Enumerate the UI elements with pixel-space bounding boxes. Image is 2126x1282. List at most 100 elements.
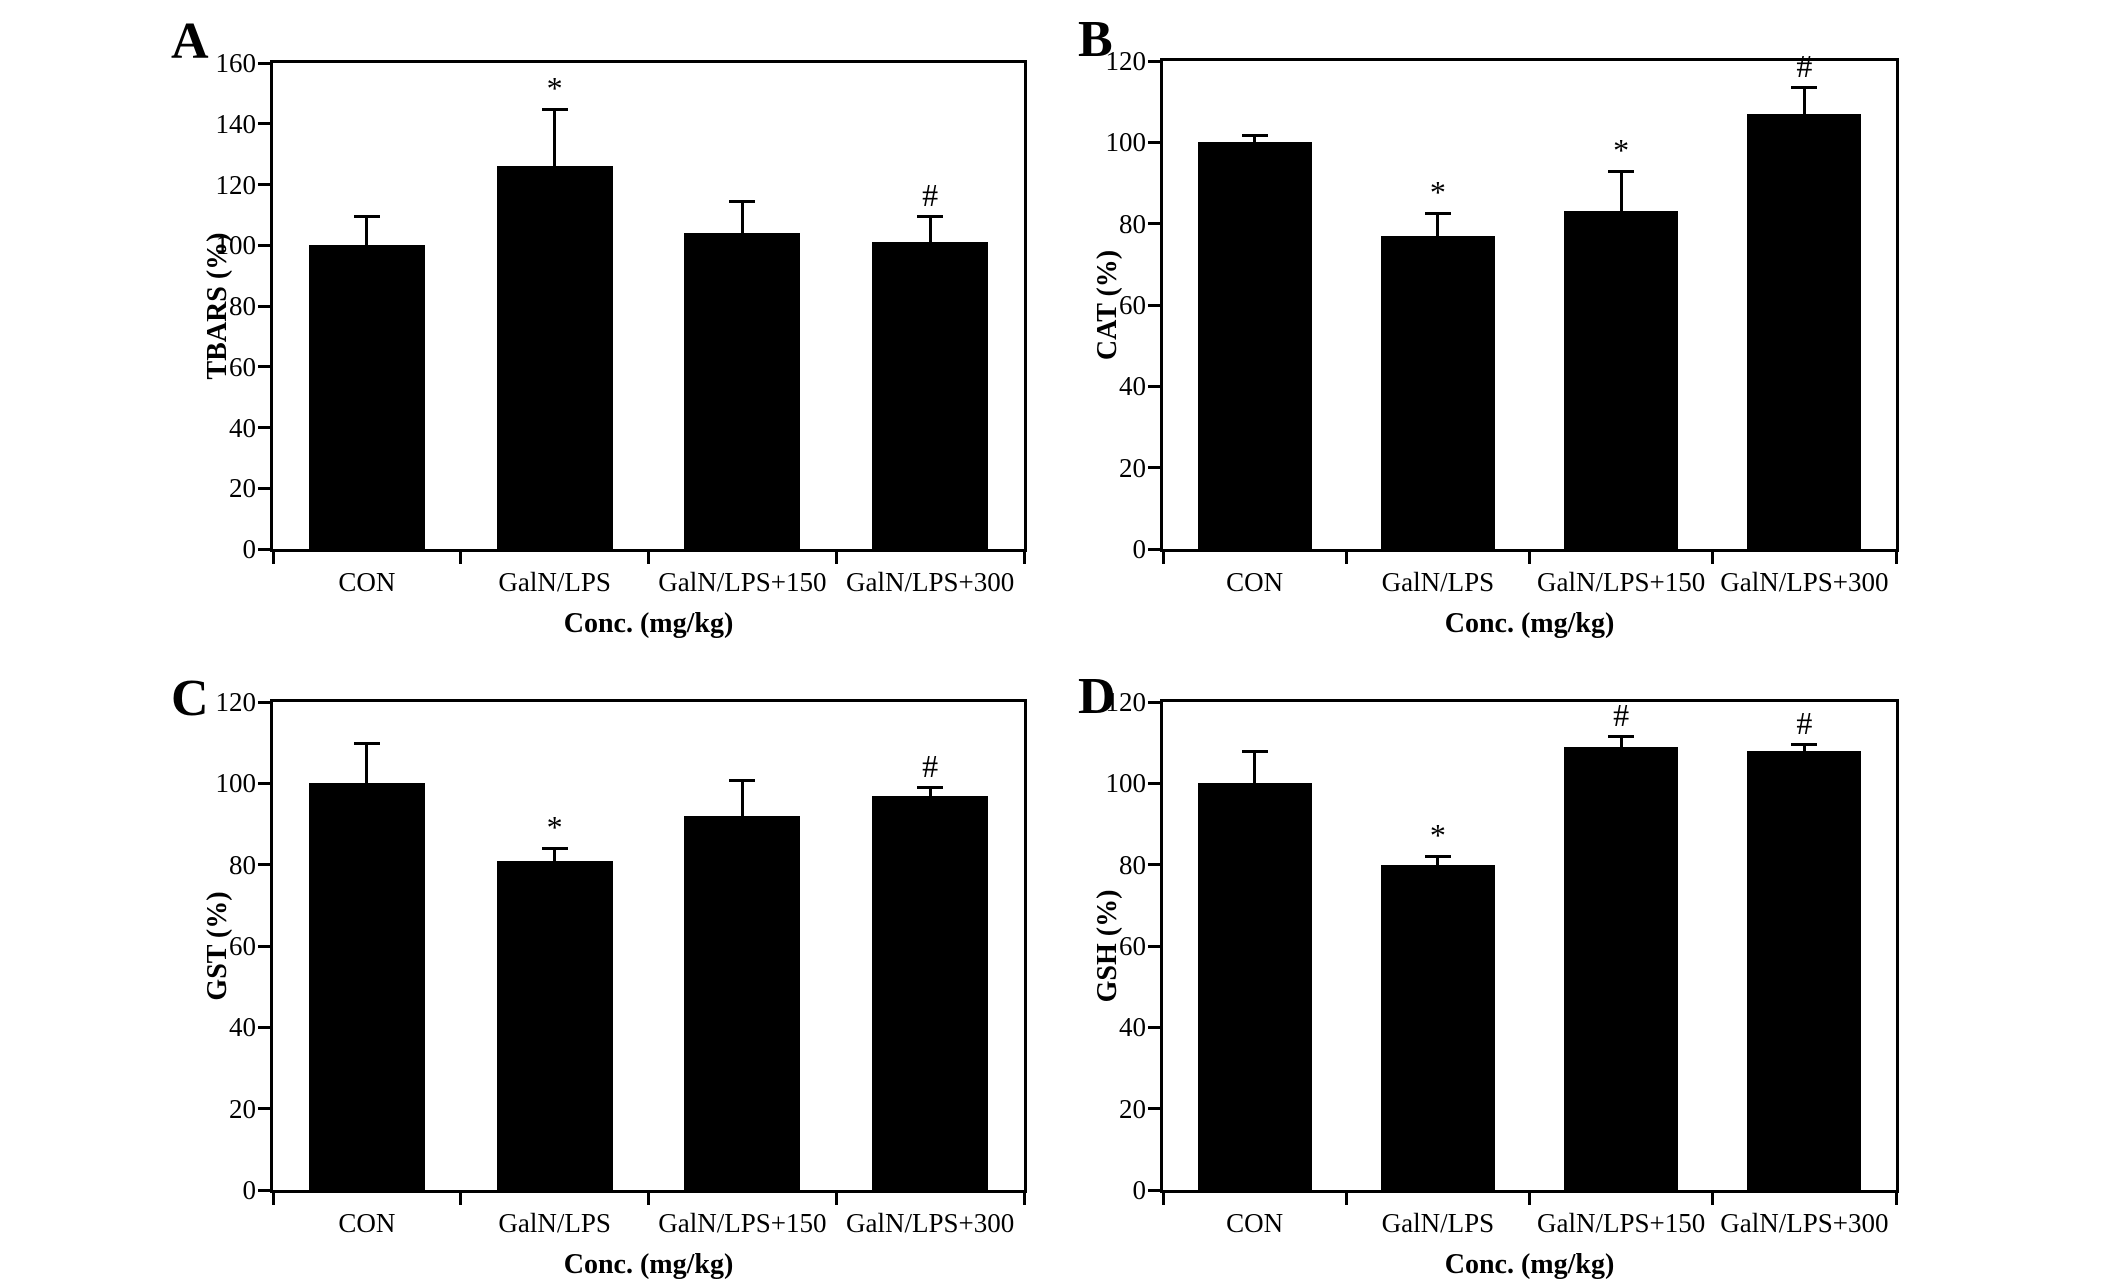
- y-tick-label: 100: [1105, 768, 1147, 799]
- y-tick-label: 0: [1132, 1175, 1147, 1205]
- y-axis-tick: [258, 365, 270, 369]
- panel-letter: A: [171, 13, 209, 70]
- error-bar-cap: [729, 200, 756, 203]
- bar: [308, 245, 425, 549]
- x-axis-title: Conc. (mg/kg): [563, 1249, 734, 1280]
- x-tick-label: GalN/LPS: [498, 567, 611, 597]
- x-axis-title: Conc. (mg/kg): [1444, 608, 1615, 639]
- x-axis-tick: [1344, 1193, 1348, 1205]
- y-tick-label: 0: [242, 534, 257, 564]
- x-axis-tick: [647, 1193, 650, 1205]
- x-tick-label: GalN/LPS+300: [1720, 567, 1889, 597]
- plot-area: * * #: [1160, 50, 1899, 552]
- x-tick-label: GalN/LPS: [498, 1208, 611, 1238]
- y-axis-tick: [258, 304, 270, 308]
- y-axis-tick: [1148, 547, 1160, 551]
- significance-marker: *: [1613, 132, 1630, 168]
- y-axis-tick: [258, 61, 270, 65]
- bar: [1564, 747, 1679, 1190]
- x-axis-tick: [834, 1193, 838, 1205]
- y-tick-label: 100: [1105, 127, 1147, 158]
- y-axis-tick: [1148, 863, 1160, 867]
- error-bar-cap: [917, 215, 944, 218]
- y-axis-tick: [258, 486, 270, 490]
- error-bar: [1253, 750, 1257, 783]
- bar: [308, 783, 425, 1190]
- y-tick-label: 120: [215, 169, 257, 200]
- y-axis-tick: [258, 243, 270, 247]
- error-bar-cap: [917, 786, 944, 789]
- x-tick-label: CON: [1226, 567, 1284, 597]
- x-tick-label: GalN/LPS+300: [846, 1208, 1015, 1238]
- y-axis-tick: [1148, 781, 1160, 785]
- y-axis-tick: [258, 426, 270, 429]
- y-tick-label: 20: [1119, 1093, 1146, 1124]
- bar: [1747, 114, 1862, 549]
- y-tick-label: 60: [1119, 290, 1146, 320]
- bar: [1564, 211, 1679, 549]
- error-bar: [365, 742, 369, 783]
- error-bar-cap: [1424, 855, 1451, 858]
- error-bar: [928, 786, 932, 796]
- bar: [1380, 865, 1495, 1190]
- error-bar: [740, 200, 744, 233]
- y-axis-tick: [258, 863, 270, 867]
- y-tick-label: 120: [215, 687, 257, 717]
- x-axis-tick: [1528, 1193, 1531, 1205]
- significance-marker: *: [1429, 174, 1446, 210]
- x-axis-tick: [1528, 552, 1531, 564]
- y-tick-label: 20: [1119, 452, 1146, 483]
- y-axis-tick: [1148, 1025, 1160, 1029]
- y-tick-label: 0: [1132, 534, 1147, 564]
- plot-area: * #: [270, 699, 1027, 1193]
- error-bar: [553, 847, 557, 861]
- y-tick-label: 120: [1105, 46, 1147, 76]
- significance-marker: *: [1429, 817, 1446, 853]
- y-tick-label: 100: [215, 230, 257, 261]
- x-tick-label: CON: [338, 1208, 396, 1238]
- y-tick-label: 80: [1119, 208, 1146, 239]
- error-bar-cap: [1241, 134, 1268, 137]
- y-axis-tick: [1148, 384, 1160, 388]
- plot-area: * #: [270, 60, 1027, 552]
- bar: [1747, 751, 1862, 1190]
- y-tick-label: 100: [215, 768, 257, 799]
- error-bar-cap: [541, 108, 568, 111]
- x-axis-tick: [271, 552, 275, 564]
- panel-letter: D: [1078, 668, 1116, 725]
- significance-marker: #: [1613, 697, 1630, 733]
- x-tick-label: GalN/LPS+300: [1720, 1208, 1889, 1238]
- significance-marker: *: [546, 70, 563, 106]
- y-axis-tick: [258, 547, 270, 551]
- error-bar: [1253, 134, 1257, 142]
- x-tick-label: GalN/LPS+150: [1537, 567, 1706, 597]
- x-axis-tick: [1894, 552, 1898, 564]
- panel-letter: C: [171, 670, 209, 727]
- panel-b: B * * # CAT (%) Conc. (mg/kg) 0 20 40 60 80 100…: [1063, 0, 2126, 641]
- y-tick-label: 80: [1119, 849, 1146, 880]
- y-axis-tick: [258, 1025, 270, 1029]
- error-bar-cap: [1424, 212, 1451, 215]
- y-tick-label: 20: [229, 1093, 256, 1124]
- y-axis-tick: [1148, 700, 1160, 704]
- significance-marker: #: [922, 177, 939, 213]
- x-axis-tick: [834, 552, 838, 564]
- bar: [684, 233, 801, 549]
- y-axis-tick: [1148, 140, 1160, 144]
- bar: [1380, 236, 1495, 549]
- x-tick-label: CON: [338, 567, 396, 597]
- y-axis-tick: [1148, 944, 1160, 948]
- error-bar: [1619, 735, 1623, 747]
- y-axis-tick: [258, 781, 270, 785]
- x-axis-tick: [1894, 1193, 1898, 1205]
- x-axis-tick: [459, 552, 463, 564]
- x-axis-tick: [1344, 552, 1348, 564]
- y-tick-label: 40: [229, 412, 256, 443]
- y-tick-label: 80: [229, 849, 256, 880]
- significance-marker: #: [1796, 705, 1813, 741]
- error-bar-cap: [353, 742, 380, 745]
- significance-marker: *: [546, 809, 563, 845]
- error-bar-cap: [1791, 743, 1818, 746]
- y-tick-label: 20: [229, 473, 256, 504]
